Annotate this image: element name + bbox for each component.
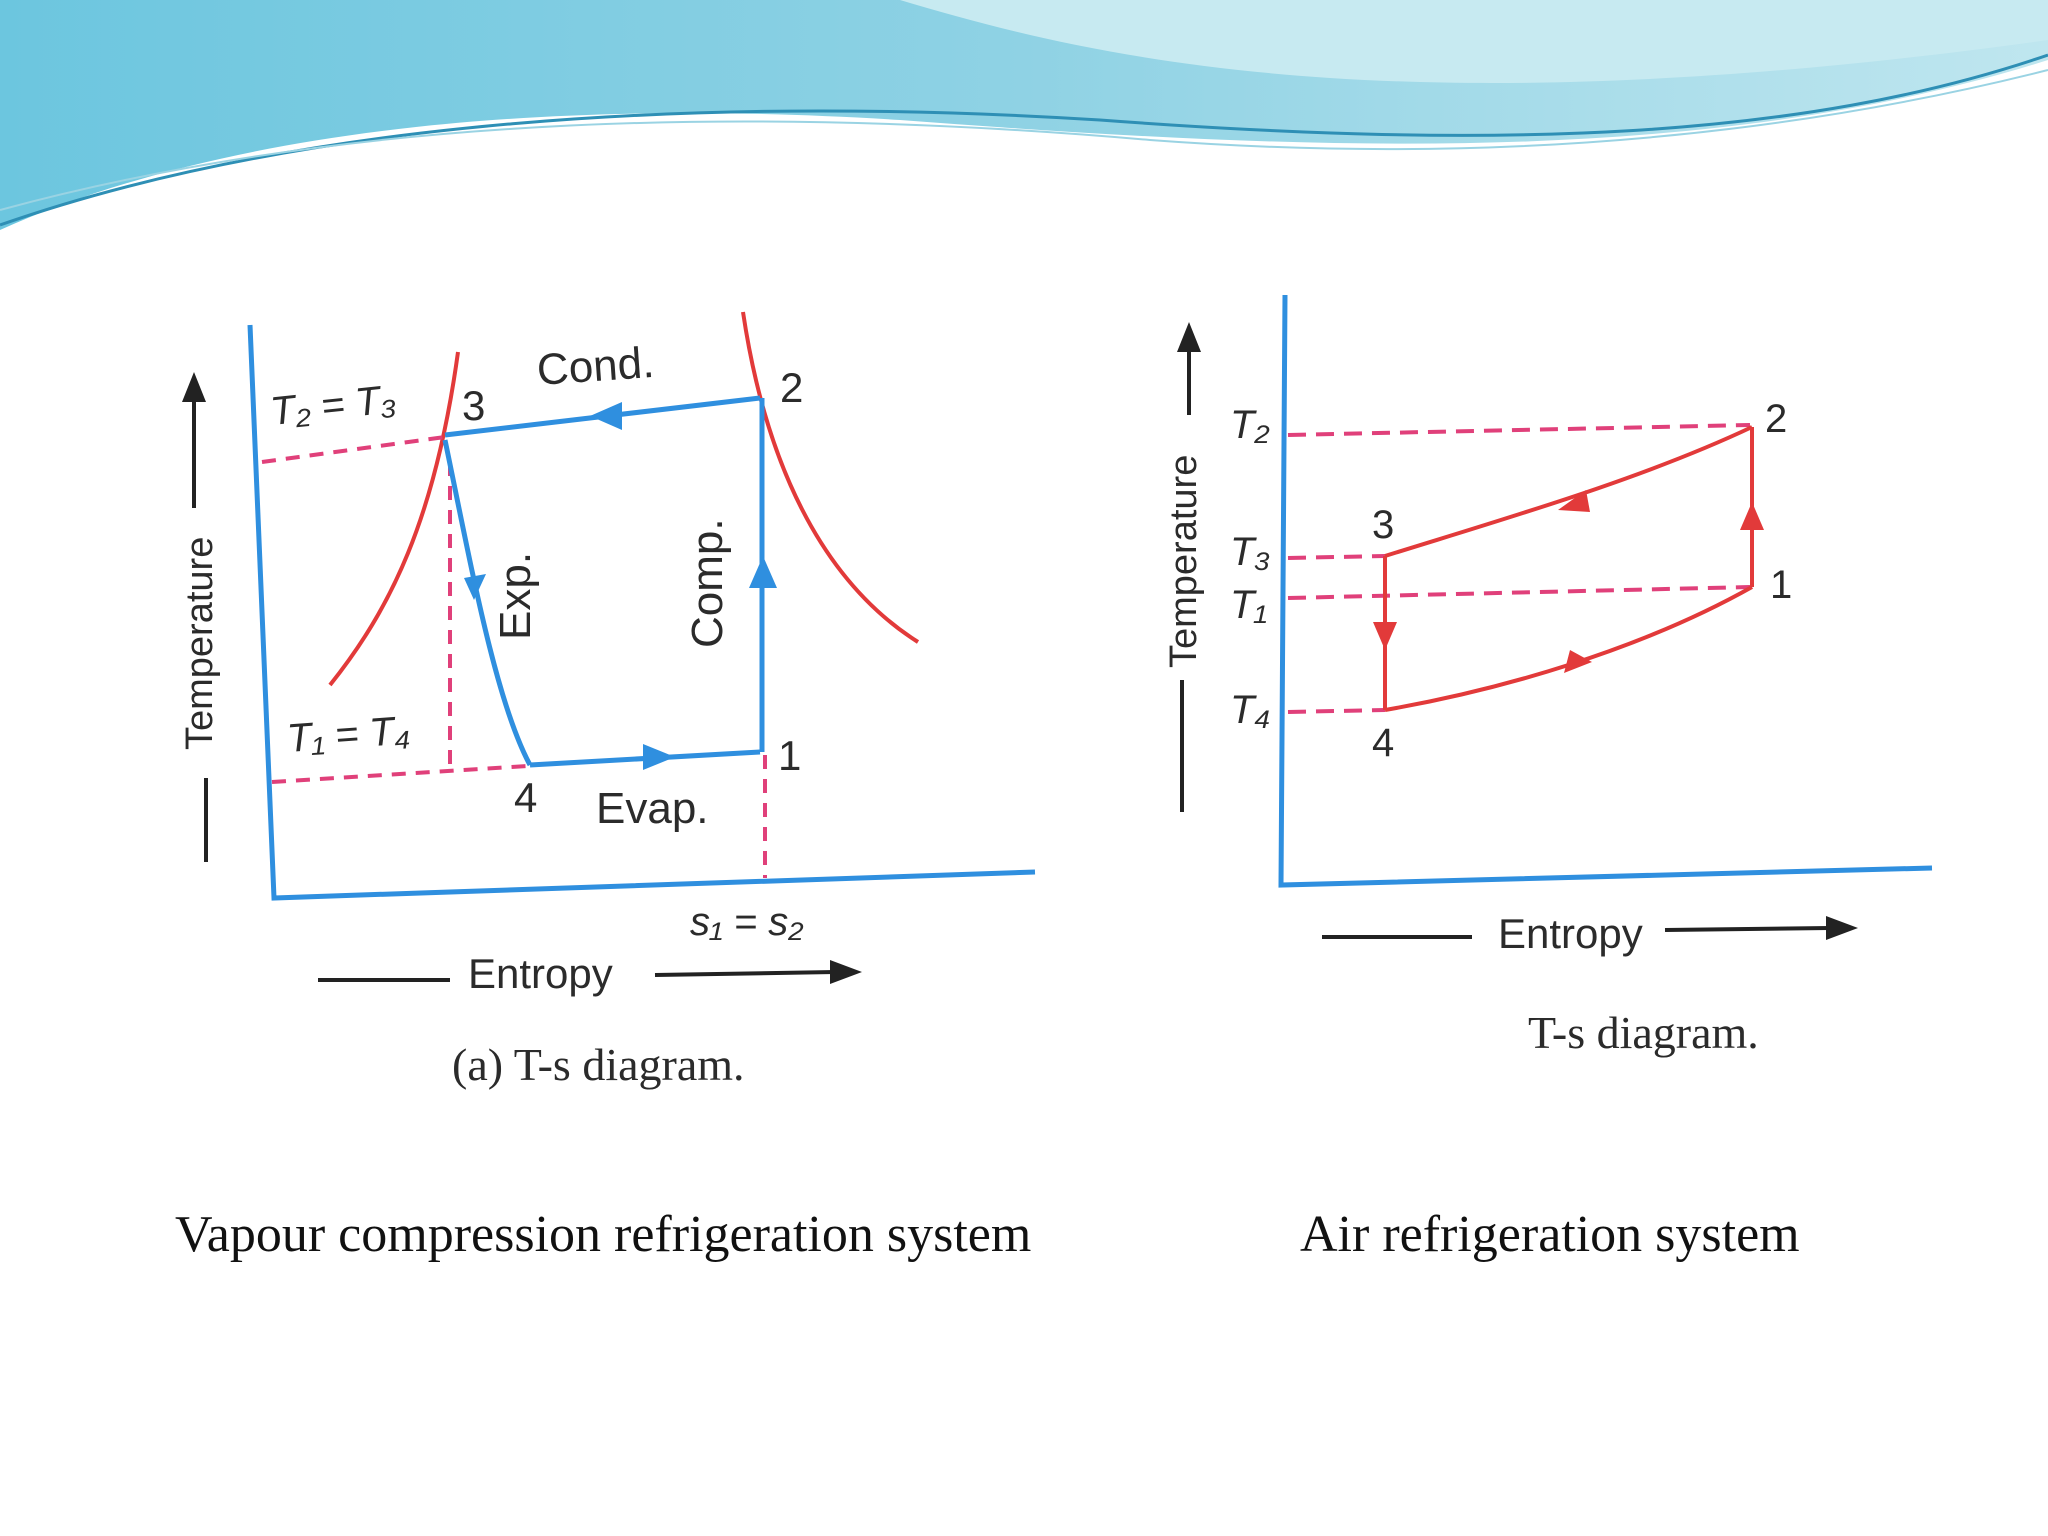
- vapour-ts-diagram: T₂ = T₃ T₁ = T₄ 3 2 1 4 Cond. Evap. Exp.…: [179, 311, 1036, 1090]
- air-comp-arrow-icon: [1740, 502, 1764, 530]
- state-label-3: 3: [462, 382, 485, 429]
- air-heat-absorption-line: [1384, 585, 1753, 712]
- air-x-axis-label: Entropy: [1498, 910, 1643, 957]
- state-label-1: 1: [778, 732, 801, 779]
- comp-arrow-icon: [749, 556, 777, 588]
- state-label-2: 2: [780, 364, 803, 411]
- saturation-liquid-line: [328, 351, 460, 687]
- cond-arrow-icon: [590, 402, 622, 430]
- air-y-axis-arrow-icon: [1177, 322, 1201, 352]
- vapour-y-axis-label: Temperature: [179, 537, 221, 750]
- air-t1-label: T₁: [1230, 583, 1267, 627]
- air-t2-label: T₂: [1230, 403, 1270, 447]
- vapour-axes: [247, 324, 1036, 901]
- t-low-label: T₁ = T₄: [286, 708, 412, 760]
- s-equal-label: s₁ = s₂: [690, 900, 803, 944]
- vapour-dashed-lines: [261, 435, 767, 878]
- state-label-4: 4: [514, 774, 537, 821]
- air-exp-arrow-icon: [1373, 622, 1397, 650]
- exp-arrow-icon: [464, 574, 486, 600]
- air-system-caption: Air refrigeration system: [1300, 1206, 1800, 1263]
- air-arrowheads: [1373, 490, 1764, 673]
- saturation-vapour-line: [741, 311, 920, 644]
- vapour-arrowheads: [464, 402, 777, 770]
- vapour-x-axis-arrow-icon: [830, 960, 862, 984]
- air-state-label-4: 4: [1372, 721, 1394, 765]
- t-high-label: T₂ = T₃: [268, 377, 397, 434]
- header-wave: [0, 0, 2048, 230]
- air-state-label-2: 2: [1765, 397, 1787, 441]
- vapour-figure-caption: (a) T-s diagram.: [452, 1039, 745, 1090]
- air-state-label-1: 1: [1770, 563, 1792, 607]
- air-x-axis-arrow-icon: [1826, 916, 1858, 940]
- air-t4-label: T₄: [1230, 688, 1270, 732]
- comp-label: Comp.: [683, 518, 732, 648]
- air-reject-arrow-icon: [1558, 490, 1590, 512]
- air-figure-caption: T-s diagram.: [1528, 1007, 1759, 1058]
- air-t3-label: T₃: [1230, 530, 1270, 574]
- vapour-y-axis-arrow-icon: [182, 372, 206, 402]
- evap-arrow-icon: [643, 744, 675, 770]
- evap-label: Evap.: [596, 784, 709, 833]
- vapour-x-axis-label: Entropy: [468, 950, 613, 997]
- air-y-axis-label: Temperature: [1163, 455, 1205, 668]
- air-axes: [1278, 294, 1933, 888]
- air-state-label-3: 3: [1372, 503, 1394, 547]
- expansion-line: [442, 439, 533, 767]
- cond-label: Cond.: [535, 338, 656, 395]
- vapour-system-caption: Vapour compression refrigeration system: [175, 1206, 1032, 1263]
- air-dashed-lines: [1287, 423, 1751, 714]
- exp-label: Exp.: [491, 552, 540, 640]
- air-absorb-arrow-icon: [1564, 650, 1592, 673]
- air-heat-rejection-line: [1384, 425, 1753, 558]
- vapour-x-axis-shaft: [654, 970, 836, 977]
- air-ts-diagram: T₂ T₃ T₁ T₄ 2 3 1 4 Temperature Entropy …: [1163, 294, 1933, 1058]
- air-x-axis-shaft: [1664, 926, 1831, 932]
